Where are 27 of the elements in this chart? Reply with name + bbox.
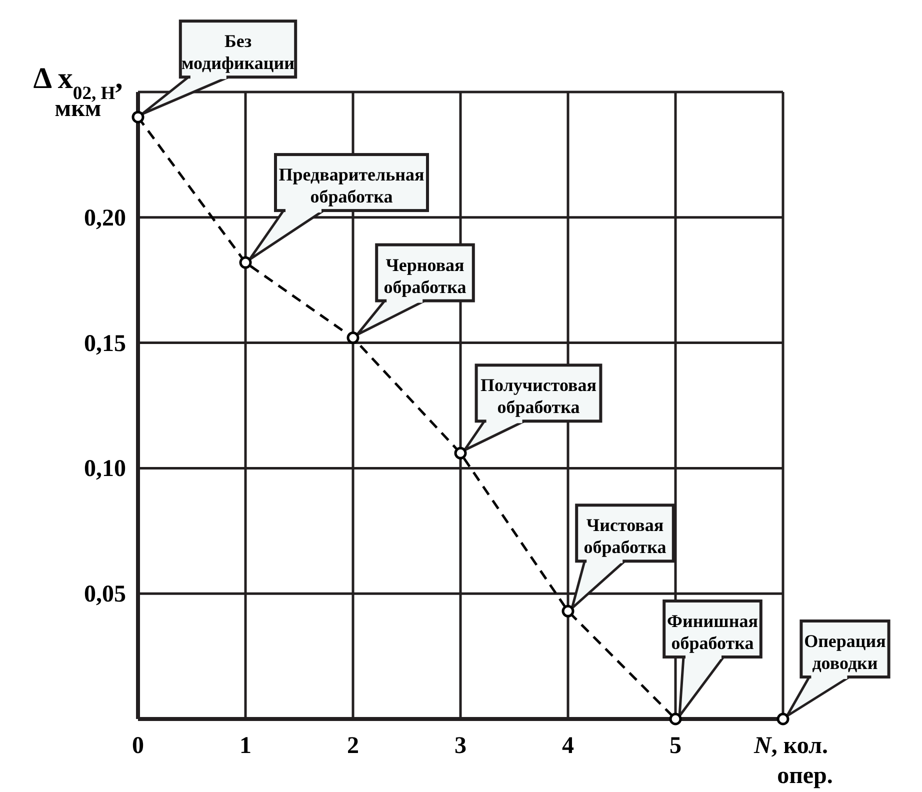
x-tick-label: 0 <box>132 733 144 759</box>
point <box>132 110 144 124</box>
y-tick-label: 0,10 <box>84 456 126 482</box>
y-axis-title: Δ x$_{02, H}$, мкм <box>33 62 123 122</box>
point <box>239 256 252 269</box>
annotation: Получистовая обработка <box>480 375 597 418</box>
callout: Черновая обработка <box>356 243 475 336</box>
callout: Финишная обработка <box>662 600 762 720</box>
annotation: Финишная обработка <box>667 611 758 653</box>
point <box>454 446 467 460</box>
y-tick-label: 0,20 <box>84 205 126 232</box>
annotation: Чистовая обработка <box>584 515 666 558</box>
x-tick-label: 4 <box>562 733 574 759</box>
x-tick-label: 5 <box>670 733 682 759</box>
point <box>776 712 790 726</box>
x-tick-label: 1 <box>240 733 252 759</box>
x-axis-title: N, кол. опер. <box>752 733 833 789</box>
x-tick-label: 2 <box>347 733 359 759</box>
callout: Без модификации <box>140 20 298 116</box>
annotation: Предварительная обработка <box>278 164 425 207</box>
y-tick-label: 0,15 <box>84 330 126 357</box>
callout: Операция доводки <box>786 620 890 718</box>
point <box>562 604 574 618</box>
point <box>346 332 360 344</box>
point <box>669 712 682 726</box>
y-tick-label: 0,05 <box>84 582 126 608</box>
x-tick-label: 3 <box>454 733 466 759</box>
